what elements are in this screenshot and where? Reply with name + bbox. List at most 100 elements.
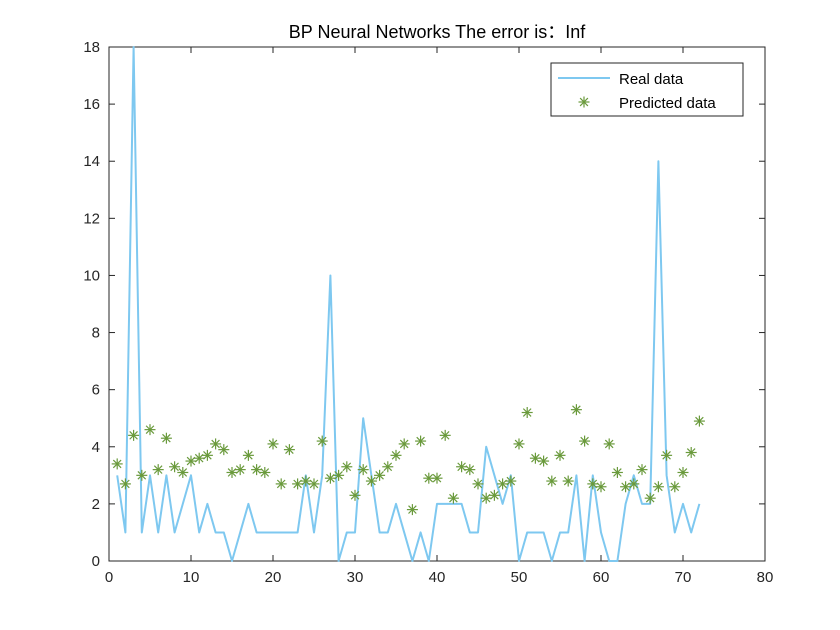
x-tick-label: 50 [511, 569, 528, 586]
x-tick-label: 0 [105, 569, 113, 586]
predicted-data-point [144, 424, 156, 436]
predicted-data-point [521, 407, 533, 419]
legend-box [550, 62, 744, 117]
predicted-data-point [193, 452, 205, 464]
legend-marker-predicted [578, 96, 590, 108]
predicted-data-point [218, 444, 230, 456]
x-tick-label: 60 [593, 569, 610, 586]
predicted-data-point [251, 464, 263, 476]
predicted-data-point [538, 455, 550, 467]
predicted-data-point [628, 478, 640, 490]
predicted-data-point [693, 415, 705, 427]
predicted-data-point [488, 489, 500, 501]
legend-label-real: Real data [619, 71, 684, 88]
predicted-data-point [333, 469, 345, 481]
y-tick-label: 2 [92, 496, 100, 513]
predicted-data-point [464, 464, 476, 476]
predicted-data-point [365, 475, 377, 487]
y-tick-label: 0 [92, 553, 100, 570]
y-tick-label: 6 [92, 382, 100, 399]
predicted-data-point [349, 489, 361, 501]
predicted-data-point [685, 446, 697, 458]
predicted-data-point [529, 452, 541, 464]
predicted-data-point [152, 464, 164, 476]
y-tick-label: 10 [83, 267, 100, 284]
predicted-data-point [456, 461, 468, 473]
predicted-data-point [283, 444, 295, 456]
predicted-data-point [406, 504, 418, 516]
predicted-data-point [513, 438, 525, 450]
predicted-data-point [546, 475, 558, 487]
predicted-data-point [595, 481, 607, 493]
y-tick-label: 4 [92, 439, 100, 456]
predicted-data-point [415, 435, 427, 447]
predicted-data-point [234, 464, 246, 476]
predicted-data-point [644, 492, 656, 504]
predicted-data-point [160, 432, 172, 444]
y-tick-label: 14 [83, 153, 100, 170]
y-axis: 0 2 4 6 8 10 12 14 16 18 [83, 39, 765, 570]
legend-asterisk-icon [578, 96, 590, 108]
predicted-data-point [341, 461, 353, 473]
x-tick-label: 10 [183, 569, 200, 586]
predicted-data-point [480, 492, 492, 504]
predicted-data-point [587, 478, 599, 490]
predicted-data-point [554, 449, 566, 461]
predicted-data-point [447, 492, 459, 504]
x-tick-label: 20 [265, 569, 282, 586]
predicted-data-point [636, 464, 648, 476]
predicted-data-point [177, 466, 189, 478]
predicted-data-point [652, 481, 664, 493]
predicted-data-point [611, 466, 623, 478]
predicted-data-point [210, 438, 222, 450]
plot-area [108, 46, 766, 562]
legend: Real data Predicted data [550, 62, 744, 117]
predicted-data-point [201, 449, 213, 461]
predicted-data-point [169, 461, 181, 473]
x-axis: 0 10 20 30 40 50 60 70 80 [105, 47, 774, 586]
predicted-data-point [431, 472, 443, 484]
predicted-data-point [562, 475, 574, 487]
predicted-data-point [472, 478, 484, 490]
predicted-data-point [267, 438, 279, 450]
legend-label-predicted: Predicted data [619, 95, 716, 112]
predicted-data-point [259, 466, 271, 478]
predicted-data-point [111, 458, 123, 470]
predicted-data-point [677, 466, 689, 478]
predicted-data-point [497, 478, 509, 490]
predicted-data-point [620, 481, 632, 493]
predicted-data-point [324, 472, 336, 484]
predicted-data-point [505, 475, 517, 487]
predicted-data-point [579, 435, 591, 447]
predicted-data-point [390, 449, 402, 461]
x-tick-label: 70 [675, 569, 692, 586]
predicted-data-point [300, 475, 312, 487]
predicted-data-point [128, 429, 140, 441]
series-predicted-data [111, 404, 705, 516]
predicted-data-point [226, 466, 238, 478]
x-tick-label: 30 [347, 569, 364, 586]
predicted-data-point [119, 478, 131, 490]
x-tick-label: 40 [429, 569, 446, 586]
predicted-data-point [382, 461, 394, 473]
predicted-data-point [398, 438, 410, 450]
predicted-data-point [669, 481, 681, 493]
y-tick-label: 16 [83, 96, 100, 113]
predicted-data-point [316, 435, 328, 447]
predicted-data-point [374, 469, 386, 481]
predicted-data-point [661, 449, 673, 461]
x-tick-label: 80 [757, 569, 774, 586]
predicted-data-point [357, 464, 369, 476]
predicted-data-point [570, 404, 582, 416]
predicted-data-point [242, 449, 254, 461]
real-data-line [116, 46, 701, 562]
predicted-data-point [136, 469, 148, 481]
predicted-data-point [185, 455, 197, 467]
y-tick-label: 8 [92, 325, 100, 342]
predicted-data-point [603, 438, 615, 450]
predicted-data-point [275, 478, 287, 490]
chart-title: BP Neural Networks The error is：Inf [289, 22, 586, 42]
predicted-data-point [292, 478, 304, 490]
y-tick-label: 18 [83, 39, 100, 56]
